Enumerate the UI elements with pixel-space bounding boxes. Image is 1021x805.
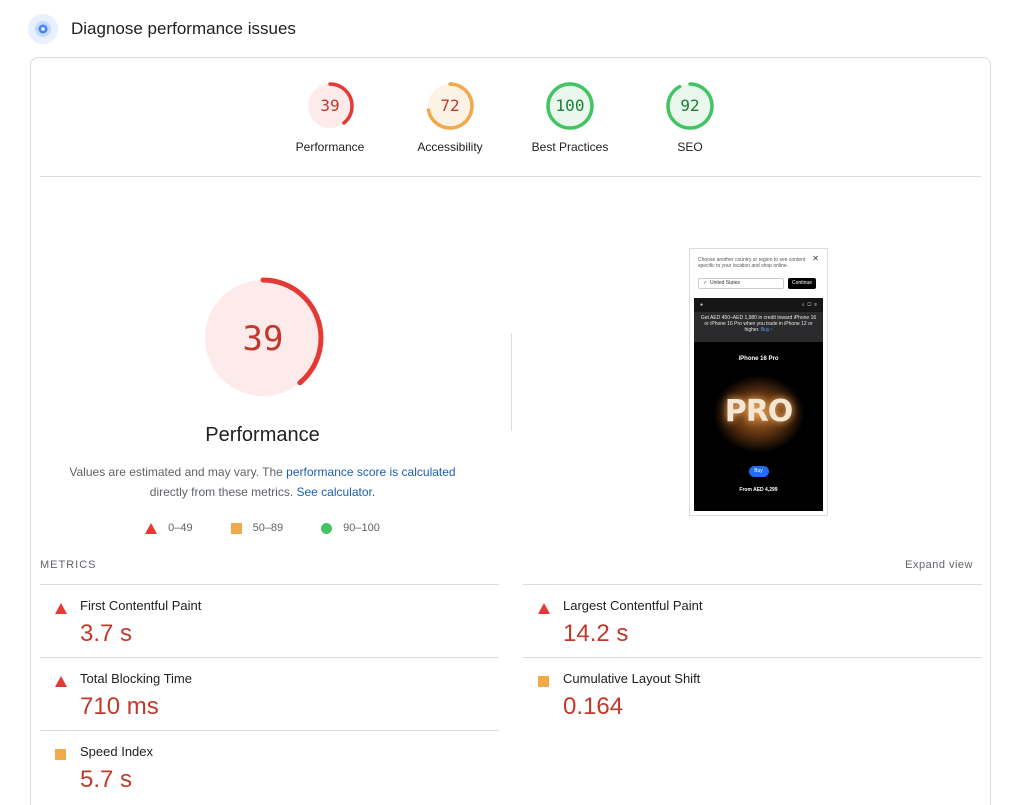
gauge-score: 100 — [556, 96, 585, 115]
score-calculated-link[interactable]: performance score is calculated — [286, 465, 456, 479]
triangle-icon — [55, 674, 67, 692]
gauge-score: 72 — [440, 96, 459, 115]
metrics-heading: METRICS — [40, 559, 97, 571]
phone-preview: Choose another country or region to see … — [694, 253, 823, 511]
gauge-label: Performance — [295, 140, 365, 154]
gauge-score: 39 — [320, 96, 339, 115]
desc-text: Values are estimated and may vary. The — [69, 465, 287, 479]
legend-range: 50–89 — [252, 522, 284, 534]
close-icon: ✕ — [812, 254, 819, 263]
triangle-icon — [538, 601, 550, 619]
metric-name: Speed Index — [80, 744, 154, 759]
continue-button: Continue — [788, 278, 816, 289]
gauge-accessibility[interactable]: 72 Accessibility — [390, 80, 510, 154]
gauge-performance[interactable]: 39 Performance — [270, 80, 390, 154]
triangle-icon — [145, 522, 158, 534]
gauge-seo-ring: 92 — [666, 82, 714, 130]
hero-image: PRO — [694, 368, 823, 460]
metric-value: 710 ms — [80, 693, 159, 720]
buy-button: Buy — [748, 466, 769, 477]
country-select: ✓ United States — [698, 278, 784, 289]
metric-name: Total Blocking Time — [80, 671, 192, 686]
metric-value: 14.2 s — [563, 620, 629, 647]
gauge-seo[interactable]: 92 SEO — [630, 80, 750, 154]
price-text: From AED 4,299 — [739, 487, 778, 493]
legend-range: 90–100 — [343, 522, 380, 534]
gauge-accessibility-ring: 72 — [426, 82, 474, 130]
page-title: Diagnose performance issues — [71, 19, 296, 38]
metric-name: Cumulative Layout Shift — [563, 671, 701, 686]
legend-pass: 90–100 — [321, 522, 380, 534]
category-gauges: 39 Performance 72 Accessibility 100 Best… — [31, 58, 990, 178]
divider — [40, 176, 981, 177]
metric-si: Speed Index 5.7 s — [40, 730, 499, 803]
promo-link: Buy › — [760, 327, 773, 333]
hero-glow — [714, 376, 804, 452]
metric-cls: Cumulative Layout Shift 0.164 — [523, 657, 982, 730]
report-card: 39 Performance 72 Accessibility 100 Best… — [30, 57, 991, 805]
performance-description: Values are estimated and may vary. The p… — [56, 462, 469, 502]
page-header: Diagnose performance issues — [28, 12, 296, 46]
metric-tbt: Total Blocking Time 710 ms — [40, 657, 499, 730]
hero-text: PRO — [724, 394, 794, 429]
legend-average: 50–89 — [230, 522, 284, 534]
gauge-label: SEO — [677, 140, 703, 154]
metric-value: 0.164 — [563, 693, 624, 720]
legend-fail: 0–49 — [145, 522, 193, 534]
gauge-best-practices-ring: 100 — [546, 82, 594, 130]
performance-big-score: 39 — [243, 319, 284, 359]
square-icon — [538, 674, 549, 692]
region-banner: Choose another country or region to see … — [694, 253, 823, 298]
lighthouse-icon — [28, 14, 58, 44]
divider — [511, 333, 512, 431]
performance-title: Performance — [205, 424, 320, 446]
country-value: United States — [709, 280, 740, 286]
circle-icon — [321, 522, 333, 534]
site-nav: ● ⌕ ▢ ≡ — [694, 298, 823, 312]
gauge-best-practices[interactable]: 100 Best Practices — [510, 80, 630, 154]
gauge-score: 92 — [680, 96, 699, 115]
performance-big-gauge: 39 — [201, 276, 325, 405]
metric-value: 3.7 s — [80, 620, 133, 647]
page-screenshot[interactable]: Choose another country or region to see … — [689, 248, 828, 516]
score-legend: 0–49 50–89 90–100 — [31, 522, 494, 534]
product-title: iPhone 16 Pro — [738, 356, 779, 362]
expand-view-button[interactable]: Expand view — [905, 559, 973, 571]
nav-icons: ⌕ ▢ ≡ — [801, 302, 817, 308]
gauge-label: Best Practices — [531, 140, 609, 154]
banner-text: Choose another country or region to see … — [698, 257, 806, 269]
promo-text: Get AED 450–AED 1,980 in credit toward i… — [700, 315, 817, 333]
metric-lcp: Largest Contentful Paint 14.2 s — [523, 584, 982, 657]
metric-value: 5.7 s — [80, 766, 133, 793]
metric-name: Largest Contentful Paint — [563, 598, 703, 613]
triangle-icon — [55, 601, 67, 619]
gauge-performance-ring: 39 — [306, 82, 354, 130]
square-icon — [55, 747, 66, 765]
see-calculator-link[interactable]: See calculator. — [296, 485, 376, 499]
legend-range: 0–49 — [168, 522, 193, 534]
promo-banner: Get AED 450–AED 1,980 in credit toward i… — [694, 312, 823, 342]
apple-logo-icon: ● — [700, 302, 704, 308]
metric-fcp: First Contentful Paint 3.7 s — [40, 584, 499, 657]
metric-name: First Contentful Paint — [80, 598, 202, 613]
gauge-label: Accessibility — [417, 140, 483, 154]
square-icon — [230, 522, 242, 534]
desc-text: directly from these metrics. — [149, 485, 297, 499]
